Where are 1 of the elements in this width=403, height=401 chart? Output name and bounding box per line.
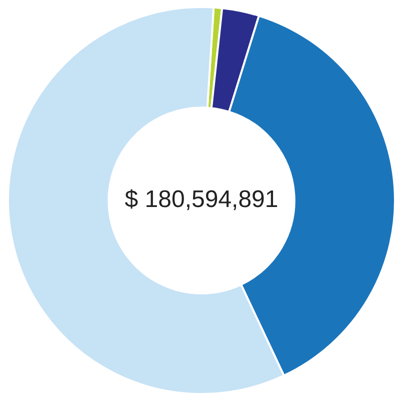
text: $ 180,594,891 [124, 186, 278, 214]
